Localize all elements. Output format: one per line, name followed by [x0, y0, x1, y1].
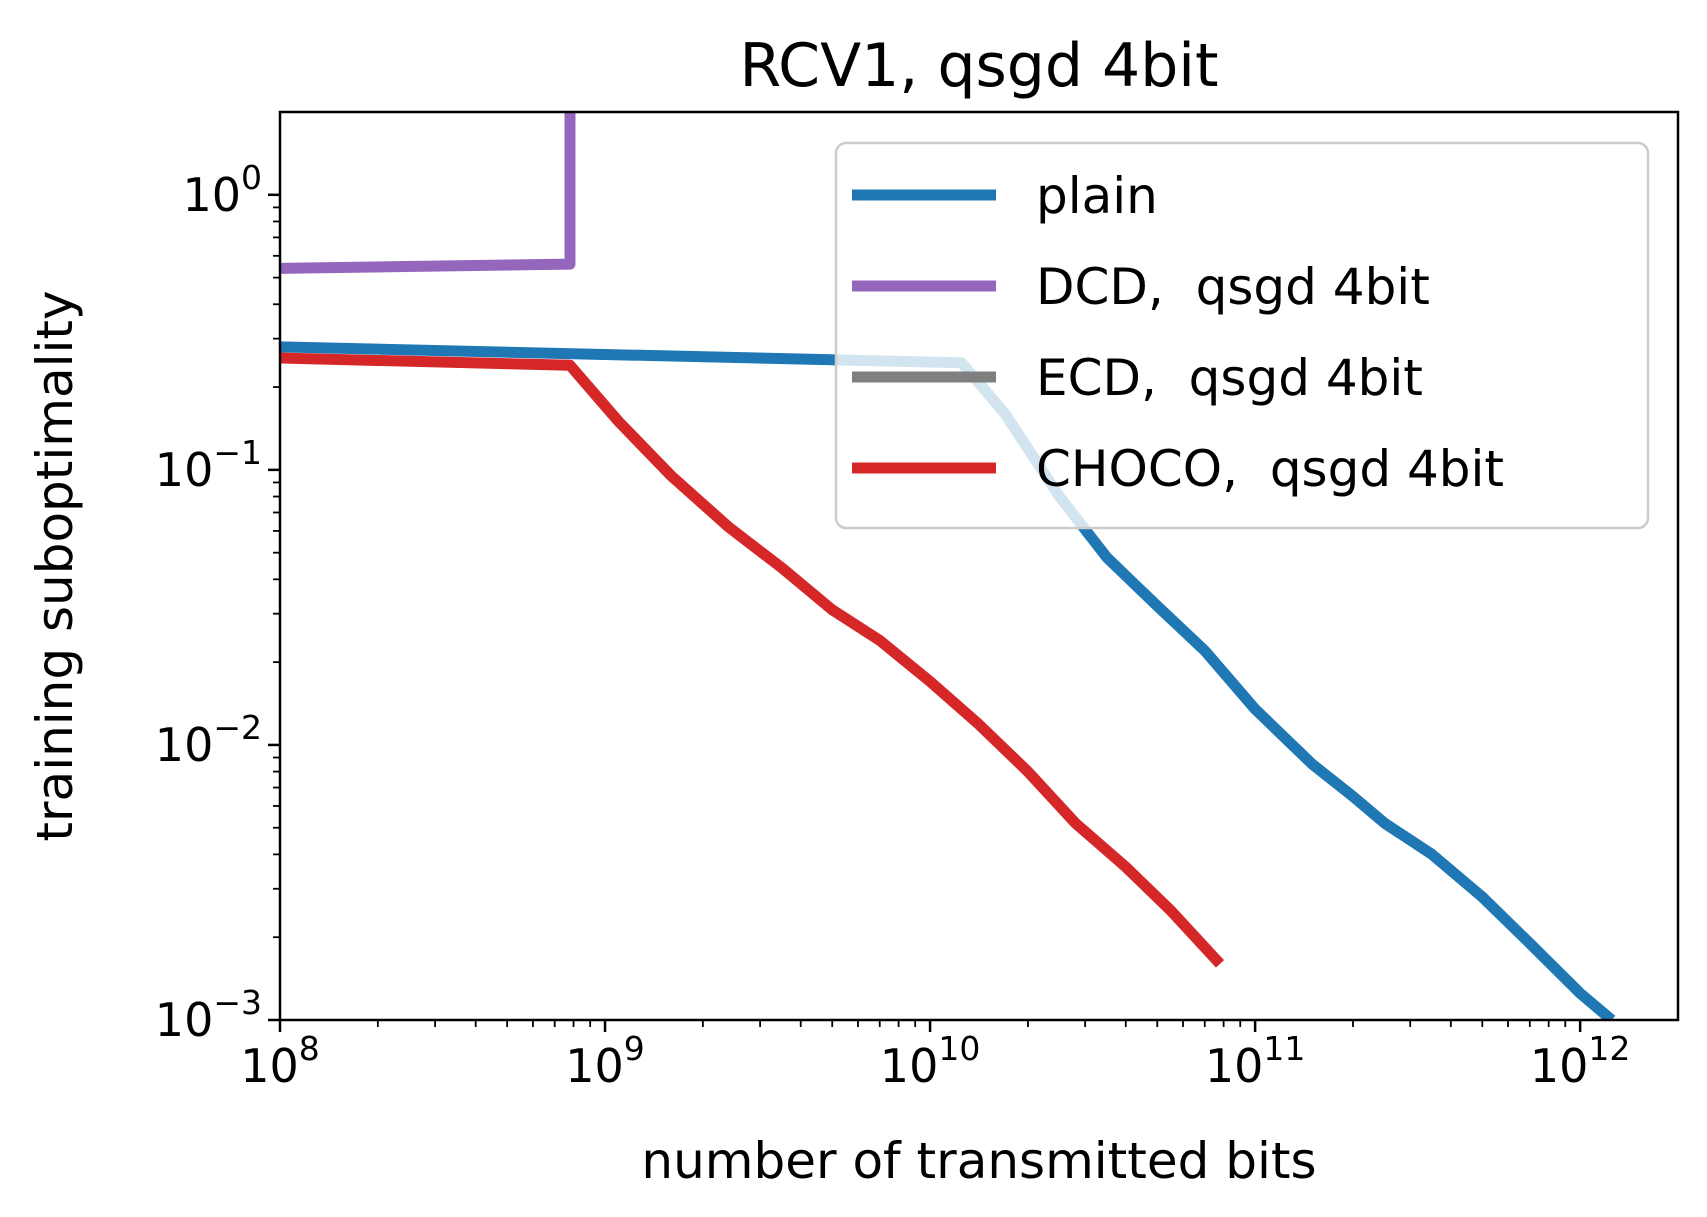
legend-box — [834, 141, 1650, 530]
x-tick-label-1: 109 — [565, 1029, 645, 1093]
legend-label-0: plain — [1036, 167, 1158, 225]
plot-frame — [278, 110, 1680, 1022]
y-tick-label-1: 10−1 — [155, 433, 262, 497]
chart-title: RCV1, qsgd 4bit — [739, 31, 1218, 101]
x-minor-ticks — [376, 1020, 1567, 1027]
x-tick-label-4: 1012 — [1530, 1029, 1631, 1093]
x-axis-ticks: 108 109 1010 1011 1012 — [240, 1020, 1630, 1093]
x-tick-label-0-exponent: 8 — [299, 1029, 320, 1068]
legend-label-1: DCD, qsgd 4bit — [1036, 258, 1430, 316]
y-tick-label-3-exponent: −3 — [213, 983, 262, 1022]
x-tick-label-2-exponent: 10 — [938, 1029, 980, 1068]
y-tick-label-2: 10−2 — [155, 708, 262, 772]
x-tick-label-3: 1011 — [1205, 1029, 1306, 1093]
y-tick-label-0: 100 — [182, 158, 262, 222]
x-tick-label-3-base: 10 — [1205, 1039, 1264, 1093]
series-line-1 — [280, 112, 576, 274]
legend-label-3: CHOCO, qsgd 4bit — [1036, 440, 1504, 498]
y-tick-label-3-base: 10 — [155, 993, 214, 1047]
series-line-3 — [280, 352, 1225, 968]
x-tick-label-1-base: 10 — [565, 1039, 624, 1093]
x-tick-label-4-exponent: 12 — [1588, 1029, 1630, 1068]
legend-items: plain DCD, qsgd 4bit ECD, qsgd 4bit CHOCO, … — [852, 167, 1504, 498]
x-tick-label-3-exponent: 11 — [1263, 1029, 1305, 1068]
y-tick-label-0-exponent: 0 — [241, 158, 262, 197]
x-axis-label: number of transmitted bits — [641, 1132, 1316, 1190]
x-tick-label-4-base: 10 — [1530, 1039, 1589, 1093]
y-tick-label-1-base: 10 — [155, 443, 214, 497]
legend-label-2: ECD, qsgd 4bit — [1036, 349, 1423, 407]
y-tick-label-2-base: 10 — [155, 718, 214, 772]
y-minor-ticks — [273, 206, 280, 939]
y-tick-label-1-exponent: −1 — [213, 433, 262, 472]
x-tick-label-2: 1010 — [880, 1029, 981, 1093]
x-tick-label-0: 108 — [240, 1029, 320, 1093]
y-tick-label-0-base: 10 — [182, 168, 241, 222]
x-tick-label-0-base: 10 — [240, 1039, 299, 1093]
y-tick-label-2-exponent: −2 — [213, 708, 262, 747]
x-tick-label-2-base: 10 — [880, 1039, 939, 1093]
legend: plain DCD, qsgd 4bit ECD, qsgd 4bit CHOCO, … — [834, 141, 1650, 530]
x-tick-label-1-exponent: 9 — [624, 1029, 645, 1068]
y-tick-label-3: 10−3 — [155, 983, 262, 1047]
y-axis-label: training suboptimality — [26, 290, 84, 841]
